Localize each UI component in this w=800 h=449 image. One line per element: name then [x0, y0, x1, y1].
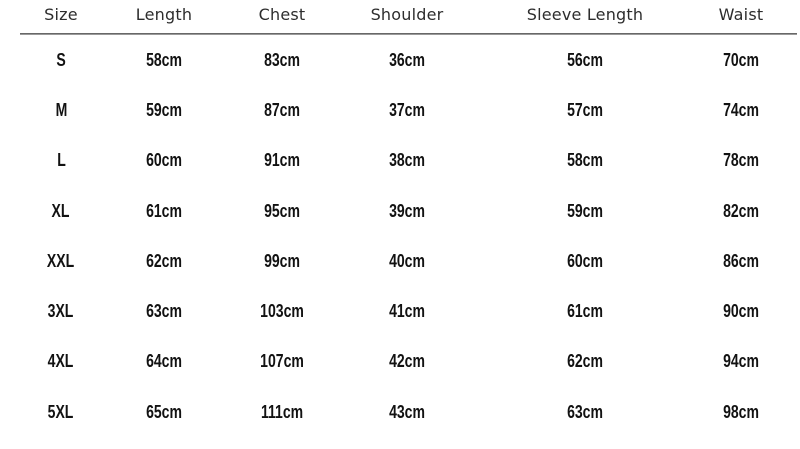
table-cell: 60cm — [567, 250, 603, 271]
column-header-length: Length — [135, 4, 193, 24]
table-cell: 61cm — [567, 301, 603, 322]
table-cell: 64cm — [146, 351, 182, 372]
size-cell: 5XL — [48, 401, 74, 422]
column-header-size: Size — [44, 4, 78, 24]
table-cell: 43cm — [389, 401, 425, 422]
size-cell: L — [56, 150, 66, 171]
table-cell: 83cm — [264, 49, 300, 70]
size-cell: S — [56, 49, 66, 70]
table-cell: 63cm — [567, 401, 603, 422]
table-row: 3XL 63cm 103cm 41cm 61cm 90cm — [0, 286, 768, 336]
table-header-row: Size Length Chest Shoulder Sleeve Length… — [0, 0, 768, 28]
size-cell: XXL — [47, 250, 75, 271]
table-cell: 95cm — [264, 200, 300, 221]
table-row: L 60cm 91cm 38cm 58cm 78cm — [0, 136, 768, 186]
table-cell: 94cm — [723, 351, 759, 372]
table-cell: 59cm — [146, 99, 182, 120]
table-cell: 103cm — [260, 301, 304, 322]
column-header-chest: Chest — [258, 4, 306, 24]
table-row: 4XL 64cm 107cm 42cm 62cm 94cm — [0, 337, 768, 387]
table-cell: 99cm — [264, 250, 300, 271]
table-cell: 59cm — [567, 200, 603, 221]
table-cell: 107cm — [260, 351, 304, 372]
header-divider — [20, 33, 797, 35]
table-cell: 42cm — [389, 351, 425, 372]
table-cell: 82cm — [723, 200, 759, 221]
table-cell: 87cm — [264, 99, 300, 120]
size-cell: 3XL — [48, 301, 74, 322]
size-cell: 4XL — [48, 351, 74, 372]
table-cell: 37cm — [389, 99, 425, 120]
table-cell: 74cm — [723, 99, 759, 120]
table-cell: 91cm — [264, 150, 300, 171]
table-cell: 60cm — [146, 150, 182, 171]
table-cell: 61cm — [146, 200, 182, 221]
table-cell: 40cm — [389, 250, 425, 271]
table-row: XL 61cm 95cm 39cm 59cm 82cm — [0, 186, 768, 236]
table-cell: 58cm — [567, 150, 603, 171]
table-cell: 36cm — [389, 49, 425, 70]
table-body: S 58cm 83cm 36cm 56cm 70cm M 59cm 87cm 3… — [0, 35, 768, 437]
size-cell: M — [55, 99, 67, 120]
table-cell: 58cm — [146, 49, 182, 70]
table-row: XXL 62cm 99cm 40cm 60cm 86cm — [0, 236, 768, 286]
table-cell: 56cm — [567, 49, 603, 70]
column-header-waist: Waist — [718, 4, 764, 24]
table-cell: 63cm — [146, 301, 182, 322]
table-cell: 111cm — [260, 401, 304, 422]
table-row: M 59cm 87cm 37cm 57cm 74cm — [0, 85, 768, 135]
size-cell: XL — [52, 200, 70, 221]
table-row: S 58cm 83cm 36cm 56cm 70cm — [0, 35, 768, 85]
table-cell: 57cm — [567, 99, 603, 120]
table-cell: 62cm — [567, 351, 603, 372]
table-cell: 41cm — [389, 301, 425, 322]
table-cell: 62cm — [146, 250, 182, 271]
column-header-sleeve-length: Sleeve Length — [526, 4, 644, 24]
table-cell: 98cm — [723, 401, 759, 422]
table-cell: 65cm — [146, 401, 182, 422]
table-cell: 90cm — [723, 301, 759, 322]
table-cell: 78cm — [723, 150, 759, 171]
table-cell: 86cm — [723, 250, 759, 271]
table-cell: 39cm — [389, 200, 425, 221]
column-header-shoulder: Shoulder — [370, 4, 444, 24]
table-row: 5XL 65cm 111cm 43cm 63cm 98cm — [0, 387, 768, 437]
table-cell: 38cm — [389, 150, 425, 171]
table-cell: 70cm — [723, 49, 759, 70]
